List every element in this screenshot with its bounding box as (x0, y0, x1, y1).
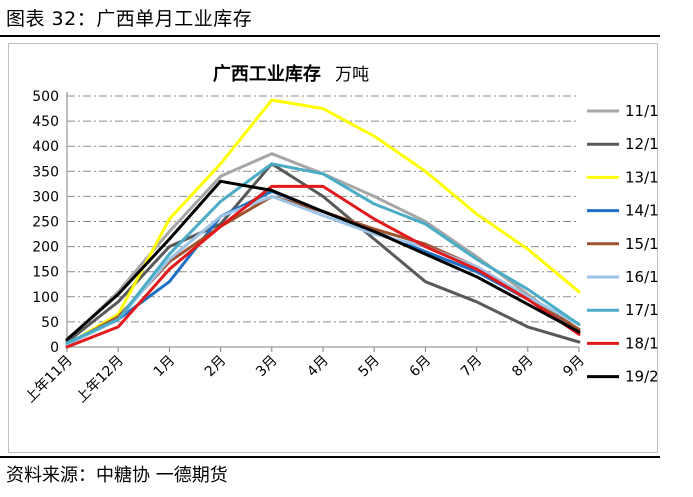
chart-unit: 万吨 (335, 65, 369, 85)
series-line (65, 162, 581, 344)
y-tick-label: 300 (32, 189, 59, 205)
series-line (65, 162, 581, 345)
y-tick-label: 150 (32, 265, 59, 281)
y-tick-label: 350 (32, 164, 59, 180)
y-axis-ticks: 0 50 100 150 200 250 300 350 400 450 500 (32, 89, 59, 356)
series-lines (65, 98, 581, 349)
title-rule (0, 35, 660, 37)
legend-label: 17/18 (625, 301, 659, 319)
legend-label: 14/15 (625, 202, 659, 220)
series-line (65, 98, 581, 346)
source-note: 资料来源：中糖协 一德期货 (6, 465, 228, 486)
chart-title: 广西工业库存 万吨 (213, 63, 369, 85)
y-tick-label: 200 (32, 240, 59, 256)
y-tick-label: 0 (50, 340, 59, 356)
legend-label: 19/20 (625, 368, 659, 386)
series-line (65, 179, 581, 341)
chart-title-text: 广西工业库存 (213, 63, 321, 85)
legend-label: 18/19 (625, 334, 659, 352)
chart-container: 广西工业库存 万吨 0 50 100 150 200 250 300 350 400 450 500… (8, 43, 659, 453)
legend-label: 11/12 (625, 102, 659, 120)
series-line (65, 184, 581, 349)
legend: 11/12 12/13 13/14 14/15 15/16 16/17 17/18 18/19… (587, 102, 659, 386)
y-tick-label: 100 (32, 290, 59, 306)
x-tick-label: 1月 (151, 353, 179, 381)
series-line (65, 194, 581, 346)
x-tick-label: 上年12月 (73, 353, 127, 407)
x-tick-label: 8月 (509, 353, 537, 381)
y-tick-label: 450 (32, 114, 59, 130)
x-tick-label: 9月 (560, 353, 588, 381)
y-tick-label: 400 (32, 139, 59, 155)
line-chart: 广西工业库存 万吨 0 50 100 150 200 250 300 350 400 450 500… (22, 63, 659, 407)
legend-label: 16/17 (625, 268, 659, 286)
x-tick-label: 7月 (458, 353, 486, 381)
legend-label: 15/16 (625, 235, 659, 253)
grid-lines (67, 95, 579, 323)
legend-label: 12/13 (625, 135, 659, 153)
x-tick-label: 2月 (202, 353, 230, 381)
axes (66, 92, 580, 352)
y-tick-label: 250 (32, 215, 59, 231)
x-tick-label: 5月 (356, 353, 384, 381)
source-rule (0, 456, 660, 458)
y-tick-label: 500 (32, 89, 59, 105)
legend-label: 13/14 (625, 168, 659, 186)
figure-title: 图表 32：广西单月工业库存 (6, 8, 253, 30)
y-tick-label: 50 (41, 315, 59, 331)
x-tick-label: 4月 (304, 353, 332, 381)
x-tick-label: 3月 (253, 353, 281, 381)
x-tick-label: 上年11月 (22, 353, 76, 407)
x-tick-label: 6月 (407, 353, 435, 381)
